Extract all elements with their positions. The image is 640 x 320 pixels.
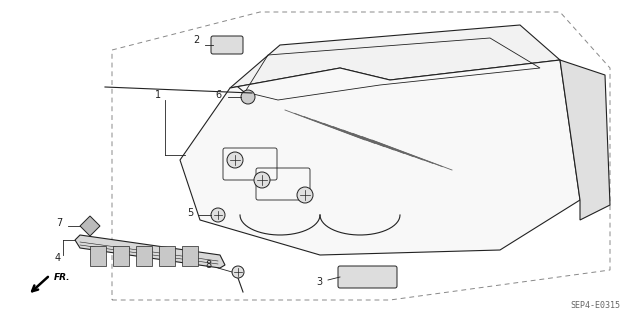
- Polygon shape: [560, 60, 610, 220]
- Text: 1: 1: [155, 90, 161, 100]
- Bar: [182, 246, 198, 266]
- Text: 7: 7: [56, 218, 62, 228]
- Text: 3: 3: [316, 277, 322, 287]
- Circle shape: [297, 187, 313, 203]
- Text: FR.: FR.: [54, 274, 70, 283]
- Polygon shape: [80, 216, 100, 236]
- Polygon shape: [230, 25, 560, 88]
- Text: 4: 4: [55, 253, 61, 263]
- Text: 8: 8: [206, 260, 212, 270]
- Circle shape: [254, 172, 270, 188]
- Polygon shape: [180, 60, 580, 255]
- FancyBboxPatch shape: [338, 266, 397, 288]
- Text: 6: 6: [216, 90, 222, 100]
- Bar: [136, 246, 152, 266]
- Bar: [113, 246, 129, 266]
- Circle shape: [227, 152, 243, 168]
- Bar: [90, 246, 106, 266]
- Bar: [159, 246, 175, 266]
- Circle shape: [211, 208, 225, 222]
- Circle shape: [232, 266, 244, 278]
- FancyBboxPatch shape: [211, 36, 243, 54]
- Polygon shape: [75, 235, 225, 268]
- Circle shape: [241, 90, 255, 104]
- Text: 2: 2: [194, 35, 200, 45]
- Text: 5: 5: [187, 208, 193, 218]
- Text: SEP4-E0315: SEP4-E0315: [570, 301, 620, 310]
